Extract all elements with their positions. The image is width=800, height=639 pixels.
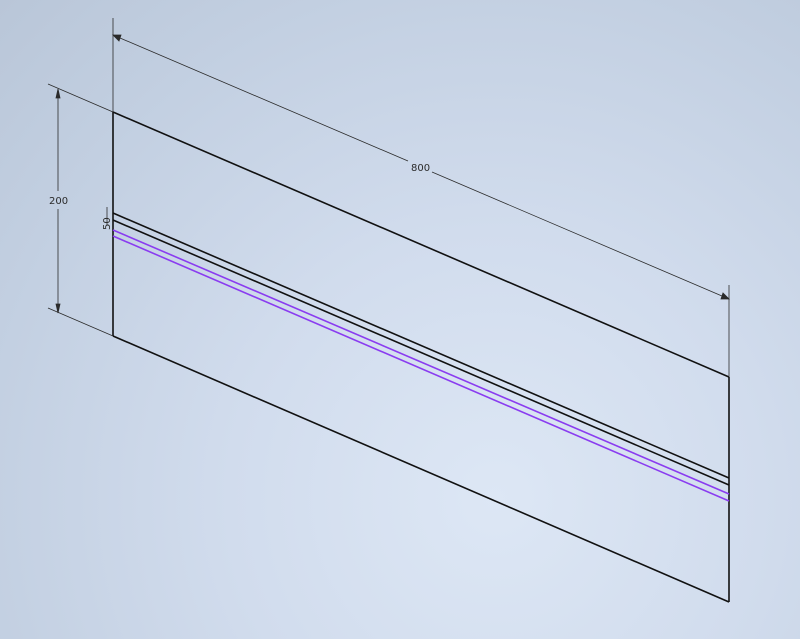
- arrow-top: [55, 88, 61, 99]
- dimension-200[interactable]: [47, 83, 114, 337]
- arrow-bottom: [55, 303, 61, 314]
- selected-edges[interactable]: [112, 229, 730, 502]
- part-edges: [112, 111, 730, 603]
- offset-dimension-label[interactable]: 50: [102, 217, 113, 230]
- extension-line-bottom: [47, 307, 114, 337]
- highlight-line-2[interactable]: [112, 235, 730, 502]
- dimension-small-offset[interactable]: 50: [102, 207, 113, 230]
- groove-line-2: [112, 219, 730, 486]
- bottom-edge: [112, 335, 730, 603]
- top-edge: [112, 111, 730, 378]
- highlight-line-1[interactable]: [112, 229, 730, 495]
- arrow-left: [112, 34, 122, 42]
- dimension-800-label[interactable]: 800: [411, 163, 430, 174]
- dimension-line-800-b: [431, 171, 730, 300]
- arrow-right: [720, 292, 730, 300]
- dimension-800[interactable]: [112, 18, 730, 377]
- dimension-200-label[interactable]: 200: [49, 196, 68, 207]
- dimension-line-800-a: [112, 34, 409, 162]
- extension-line-top: [47, 83, 114, 113]
- groove-line-1: [112, 212, 730, 479]
